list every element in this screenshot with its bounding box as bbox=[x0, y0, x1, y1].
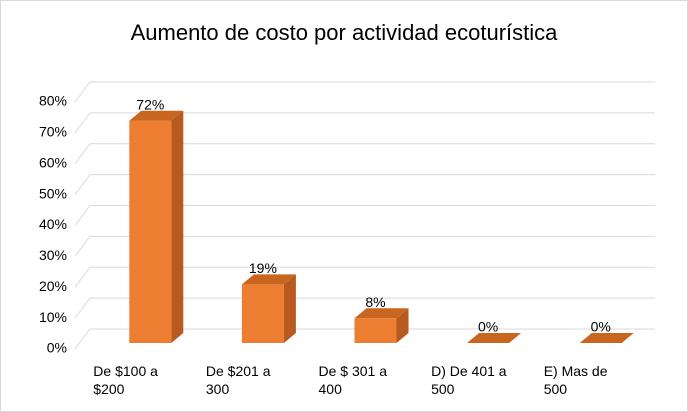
bar-top bbox=[241, 274, 296, 285]
bar-side bbox=[171, 110, 184, 343]
chart-title: Aumento de costo por actividad ecoturíst… bbox=[131, 20, 559, 45]
bar-top bbox=[129, 110, 184, 121]
y-tick-label: 10% bbox=[39, 309, 67, 325]
value-label: 0% bbox=[478, 319, 498, 335]
bar-front bbox=[354, 318, 397, 343]
y-tick-label: 30% bbox=[39, 247, 67, 263]
bar-side bbox=[283, 274, 296, 343]
value-label: 8% bbox=[365, 294, 385, 310]
grid-line bbox=[74, 297, 655, 319]
value-label: 0% bbox=[591, 319, 611, 335]
x-tick-label: De $100 a $200 bbox=[93, 363, 158, 397]
value-label: 72% bbox=[136, 96, 164, 112]
x-tick-label: De $201 a 300 bbox=[205, 363, 271, 397]
grid-line bbox=[74, 205, 655, 226]
y-tick-label: 60% bbox=[39, 154, 67, 170]
y-tick-label: 20% bbox=[39, 278, 67, 294]
bar-front bbox=[129, 120, 172, 343]
x-tick-label: D) De 401 a 500 bbox=[431, 363, 507, 397]
bar-top bbox=[354, 308, 409, 319]
value-label: 19% bbox=[249, 260, 277, 276]
grid-line bbox=[74, 174, 655, 195]
grid-line bbox=[74, 143, 655, 165]
grid-line bbox=[74, 266, 655, 288]
grid-line bbox=[74, 235, 655, 257]
y-tick-label: 50% bbox=[39, 185, 67, 201]
y-tick-label: 40% bbox=[39, 216, 67, 232]
bar-side bbox=[396, 308, 409, 343]
bar-front bbox=[241, 284, 284, 343]
grid-line bbox=[74, 81, 655, 103]
bar-top bbox=[579, 333, 634, 343]
grid-line bbox=[74, 112, 655, 134]
y-tick-label: 70% bbox=[39, 124, 67, 140]
grid-line bbox=[74, 328, 655, 350]
y-tick-label: 0% bbox=[47, 340, 67, 356]
x-tick-label: E) Mas de 500 bbox=[543, 363, 608, 397]
y-tick-label: 80% bbox=[39, 93, 67, 109]
x-tick-label: De $ 301 a 400 bbox=[318, 363, 388, 397]
bar-top bbox=[467, 333, 522, 343]
